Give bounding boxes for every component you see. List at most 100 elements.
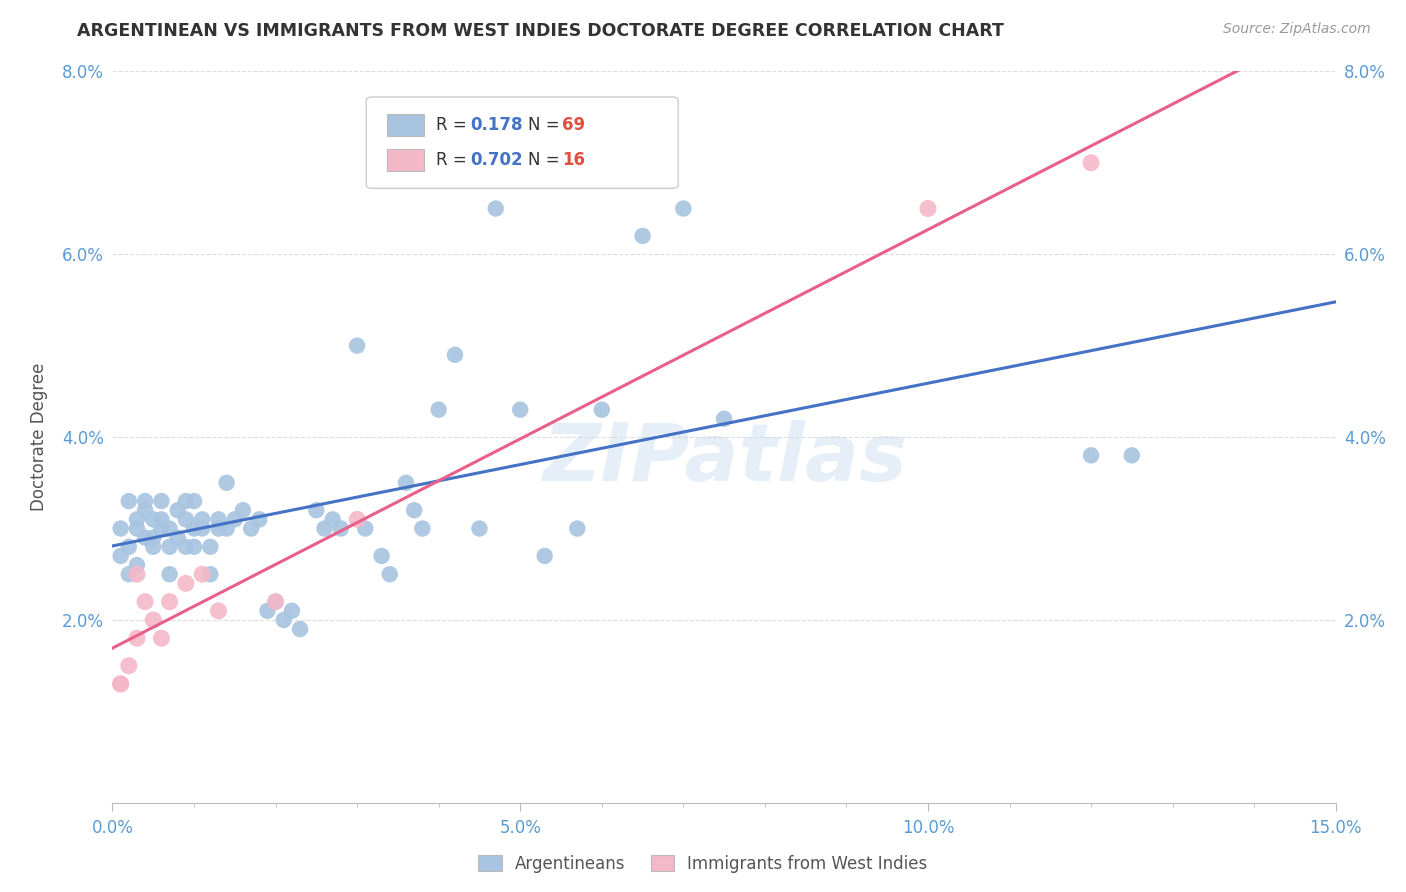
Point <box>288 622 311 636</box>
Point <box>1121 449 1143 463</box>
Point <box>150 632 173 646</box>
Point <box>191 567 214 582</box>
Point <box>200 567 222 582</box>
Point <box>509 402 531 417</box>
Point <box>134 595 156 609</box>
Point <box>917 202 939 216</box>
Point <box>404 503 426 517</box>
Point <box>631 229 654 244</box>
Point <box>110 549 132 563</box>
Point <box>174 540 197 554</box>
Point <box>354 521 377 535</box>
Point <box>322 512 344 526</box>
Point <box>191 521 214 535</box>
Point <box>125 558 148 573</box>
Point <box>125 567 148 582</box>
Point <box>110 677 132 691</box>
Point <box>281 604 304 618</box>
Text: 0.178: 0.178 <box>470 116 523 134</box>
Point <box>713 412 735 426</box>
Point <box>273 613 295 627</box>
Point <box>191 512 214 526</box>
Point <box>142 540 165 554</box>
Point <box>150 494 173 508</box>
Point <box>183 540 205 554</box>
Point <box>142 613 165 627</box>
Point <box>411 521 433 535</box>
Point <box>118 540 141 554</box>
Point <box>159 567 181 582</box>
Point <box>240 521 263 535</box>
Point <box>427 402 450 417</box>
Legend: Argentineans, Immigrants from West Indies: Argentineans, Immigrants from West Indie… <box>472 848 934 880</box>
Point <box>378 567 401 582</box>
Point <box>118 567 141 582</box>
Point <box>183 494 205 508</box>
Point <box>159 540 181 554</box>
Point <box>118 658 141 673</box>
Point <box>159 521 181 535</box>
Point <box>200 540 222 554</box>
Y-axis label: Doctorate Degree: Doctorate Degree <box>31 363 48 511</box>
Point <box>468 521 491 535</box>
Point <box>256 604 278 618</box>
Point <box>305 503 328 517</box>
Text: 0.702: 0.702 <box>470 151 523 169</box>
Point <box>346 338 368 352</box>
Point <box>166 503 188 517</box>
Text: 69: 69 <box>562 116 585 134</box>
Point <box>1080 449 1102 463</box>
Point <box>264 595 287 609</box>
Point <box>264 595 287 609</box>
Point <box>125 521 148 535</box>
Point <box>314 521 336 535</box>
Point <box>125 632 148 646</box>
Point <box>134 503 156 517</box>
Point <box>567 521 589 535</box>
Point <box>125 512 148 526</box>
Point <box>134 494 156 508</box>
Point <box>247 512 270 526</box>
Point <box>183 521 205 535</box>
Point <box>485 202 508 216</box>
Point <box>215 521 238 535</box>
FancyBboxPatch shape <box>367 97 678 188</box>
Bar <box>387 114 423 136</box>
Point <box>166 531 188 545</box>
Point <box>110 521 132 535</box>
Text: Source: ZipAtlas.com: Source: ZipAtlas.com <box>1223 22 1371 37</box>
Point <box>1080 155 1102 169</box>
Point <box>118 494 141 508</box>
Point <box>329 521 352 535</box>
Text: 16: 16 <box>562 151 585 169</box>
Point <box>370 549 392 563</box>
Point <box>174 576 197 591</box>
Point <box>232 503 254 517</box>
Point <box>444 348 467 362</box>
Text: N =: N = <box>527 116 565 134</box>
Point <box>215 475 238 490</box>
Point <box>395 475 418 490</box>
Point <box>533 549 555 563</box>
Point <box>159 595 181 609</box>
Point <box>207 604 229 618</box>
Point <box>110 677 132 691</box>
Point <box>672 202 695 216</box>
Point <box>150 512 173 526</box>
Text: ARGENTINEAN VS IMMIGRANTS FROM WEST INDIES DOCTORATE DEGREE CORRELATION CHART: ARGENTINEAN VS IMMIGRANTS FROM WEST INDI… <box>77 22 1004 40</box>
Bar <box>387 149 423 171</box>
Text: R =: R = <box>436 151 472 169</box>
Point <box>346 512 368 526</box>
Point <box>174 512 197 526</box>
Point <box>142 512 165 526</box>
Point <box>134 531 156 545</box>
Point <box>142 531 165 545</box>
Point <box>150 521 173 535</box>
Point <box>591 402 613 417</box>
Text: N =: N = <box>527 151 565 169</box>
Point <box>207 521 229 535</box>
Point <box>224 512 246 526</box>
Text: R =: R = <box>436 116 472 134</box>
Point <box>207 512 229 526</box>
Point <box>174 494 197 508</box>
